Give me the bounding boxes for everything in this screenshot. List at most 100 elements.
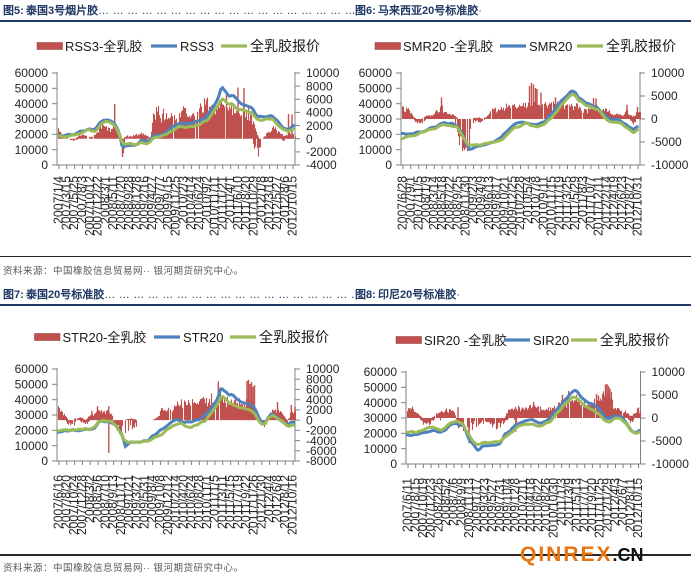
svg-text:2011/5/13: 2011/5/13 bbox=[570, 478, 584, 532]
svg-text:60000: 60000 bbox=[15, 362, 49, 376]
svg-text:2012/8/12: 2012/8/12 bbox=[278, 475, 292, 529]
svg-text:10000: 10000 bbox=[306, 362, 340, 376]
svg-text:2012/3/18: 2012/3/18 bbox=[262, 176, 276, 230]
svg-text:40000: 40000 bbox=[359, 97, 393, 111]
svg-text:2012/1/8: 2012/1/8 bbox=[254, 176, 268, 224]
svg-text:2009/4/27: 2009/4/27 bbox=[145, 176, 159, 230]
svg-text:2011/12/11: 2011/12/11 bbox=[591, 176, 605, 236]
svg-text:2007/12/22: 2007/12/22 bbox=[91, 176, 105, 236]
svg-text:2009/1/21: 2009/1/21 bbox=[122, 475, 136, 529]
svg-text:2010/2/3: 2010/2/3 bbox=[176, 176, 190, 224]
svg-text:10000: 10000 bbox=[364, 442, 398, 456]
svg-text:4000: 4000 bbox=[306, 106, 333, 120]
svg-text:RSS3: RSS3 bbox=[180, 39, 214, 54]
svg-text:2007/8/3: 2007/8/3 bbox=[75, 176, 89, 224]
svg-text:-6000: -6000 bbox=[306, 444, 337, 458]
svg-text:2000: 2000 bbox=[306, 403, 333, 417]
svg-text:2012/1/30: 2012/1/30 bbox=[254, 475, 268, 529]
svg-text:2007/6/11: 2007/6/11 bbox=[401, 478, 415, 532]
svg-text:2010/4/20: 2010/4/20 bbox=[176, 475, 190, 529]
svg-text:2011/10/7: 2011/10/7 bbox=[584, 176, 598, 230]
svg-text:2012/6/7: 2012/6/7 bbox=[616, 478, 630, 526]
svg-text:-2000: -2000 bbox=[306, 424, 337, 438]
svg-text:0: 0 bbox=[390, 457, 397, 471]
svg-text:2007/6/28: 2007/6/28 bbox=[396, 176, 410, 230]
svg-text:2010/6/24: 2010/6/24 bbox=[184, 475, 198, 529]
svg-text:6000: 6000 bbox=[306, 383, 333, 397]
svg-text:30000: 30000 bbox=[15, 112, 49, 126]
svg-text:2007/12/23: 2007/12/23 bbox=[424, 478, 438, 538]
svg-text:SMR20: SMR20 bbox=[529, 39, 572, 54]
svg-text:2007/10/19: 2007/10/19 bbox=[416, 478, 430, 538]
svg-text:2007/8/15: 2007/8/15 bbox=[408, 478, 422, 532]
svg-text:10000: 10000 bbox=[15, 143, 49, 157]
svg-text:2011/9/20: 2011/9/20 bbox=[585, 478, 599, 532]
svg-text:2010/7/8: 2010/7/8 bbox=[529, 176, 543, 224]
svg-text:20000: 20000 bbox=[15, 128, 49, 142]
svg-text:60000: 60000 bbox=[15, 66, 49, 80]
svg-text:2008/11/17: 2008/11/17 bbox=[114, 475, 128, 535]
svg-text:2010/11/15: 2010/11/15 bbox=[544, 176, 558, 236]
svg-text:0: 0 bbox=[306, 132, 313, 146]
svg-text:2012/6/8: 2012/6/8 bbox=[270, 475, 284, 523]
svg-text:2011/3/11: 2011/3/11 bbox=[215, 475, 229, 529]
svg-text:2007/6/16: 2007/6/16 bbox=[52, 475, 66, 529]
svg-text:全乳胶报价: 全乳胶报价 bbox=[250, 38, 320, 54]
svg-text:2008/7/10: 2008/7/10 bbox=[98, 475, 112, 529]
svg-text:2010/9/11: 2010/9/11 bbox=[537, 176, 551, 230]
svg-text:2012/10/15: 2012/10/15 bbox=[631, 478, 645, 538]
svg-text:2008/12/8: 2008/12/8 bbox=[130, 176, 144, 230]
svg-text:2008/1/9: 2008/1/9 bbox=[419, 176, 433, 224]
svg-text:2009/10/4: 2009/10/4 bbox=[501, 478, 515, 532]
svg-text:RSS3-全乳胶: RSS3-全乳胶 bbox=[65, 39, 142, 54]
svg-text:2011/5/15: 2011/5/15 bbox=[223, 475, 237, 529]
svg-text:SIR20 -全乳胶: SIR20 -全乳胶 bbox=[424, 333, 507, 348]
svg-text:2007/1/4: 2007/1/4 bbox=[52, 176, 66, 224]
svg-text:2011/8/3: 2011/8/3 bbox=[576, 176, 590, 224]
svg-text:2008/9/28: 2008/9/28 bbox=[122, 176, 136, 230]
svg-text:全乳胶报价: 全乳胶报价 bbox=[259, 329, 329, 345]
svg-text:50000: 50000 bbox=[15, 378, 49, 392]
svg-text:2009/12/12: 2009/12/12 bbox=[161, 475, 175, 535]
svg-text:2007/8/20: 2007/8/20 bbox=[59, 475, 73, 529]
svg-text:2012/10/16: 2012/10/16 bbox=[286, 475, 300, 535]
svg-text:10000: 10000 bbox=[359, 143, 393, 157]
svg-text:STR20-全乳胶: STR20-全乳胶 bbox=[63, 330, 147, 345]
svg-text:40000: 40000 bbox=[15, 393, 49, 407]
svg-text:2011/1/21: 2011/1/21 bbox=[215, 176, 229, 230]
svg-text:5000: 5000 bbox=[652, 388, 679, 402]
svg-text:2008/11/13: 2008/11/13 bbox=[462, 478, 476, 538]
svg-text:2008/3/2: 2008/3/2 bbox=[83, 475, 97, 523]
svg-text:2011/8/20: 2011/8/20 bbox=[239, 176, 253, 230]
svg-text:2011/9/22: 2011/9/22 bbox=[239, 475, 253, 529]
svg-text:2010/2/11: 2010/2/11 bbox=[516, 478, 530, 532]
svg-text:2011/6/10: 2011/6/10 bbox=[231, 176, 245, 230]
svg-text:2009/7/7: 2009/7/7 bbox=[153, 176, 167, 224]
svg-text:2009/6/13: 2009/6/13 bbox=[482, 176, 496, 230]
svg-text:2012/10/31: 2012/10/31 bbox=[631, 176, 645, 236]
svg-text:2008/5/2: 2008/5/2 bbox=[439, 478, 453, 526]
svg-text:2011/11/25: 2011/11/25 bbox=[593, 478, 607, 538]
svg-text:10000: 10000 bbox=[15, 439, 49, 453]
svg-text:2008/9/13: 2008/9/13 bbox=[106, 475, 120, 529]
svg-text:2011/1/19: 2011/1/19 bbox=[552, 176, 566, 230]
svg-text:2009/1/17: 2009/1/17 bbox=[470, 478, 484, 532]
svg-text:-5000: -5000 bbox=[652, 434, 683, 448]
svg-text:2012/1/29: 2012/1/29 bbox=[600, 478, 614, 532]
svg-text:2007/10/12: 2007/10/12 bbox=[83, 176, 97, 236]
svg-text:-10000: -10000 bbox=[651, 158, 689, 172]
svg-text:2010/6/22: 2010/6/22 bbox=[531, 478, 545, 532]
svg-text:2008/9/25: 2008/9/25 bbox=[450, 176, 464, 230]
svg-text:-4000: -4000 bbox=[306, 434, 337, 448]
svg-text:2009/3/23: 2009/3/23 bbox=[477, 478, 491, 532]
svg-text:2012/10/15: 2012/10/15 bbox=[286, 176, 300, 236]
svg-text:2008/2/26: 2008/2/26 bbox=[431, 478, 445, 532]
svg-text:0: 0 bbox=[651, 112, 658, 126]
svg-text:2009/5/27: 2009/5/27 bbox=[485, 478, 499, 532]
svg-text:2011/3/25: 2011/3/25 bbox=[560, 176, 574, 230]
svg-text:2010/2/28: 2010/2/28 bbox=[513, 176, 527, 230]
svg-text:2010/10/30: 2010/10/30 bbox=[547, 478, 561, 538]
svg-text:2011/11/26: 2011/11/26 bbox=[247, 475, 261, 535]
svg-text:0: 0 bbox=[385, 158, 392, 172]
svg-text:2008/5/11: 2008/5/11 bbox=[106, 176, 120, 230]
